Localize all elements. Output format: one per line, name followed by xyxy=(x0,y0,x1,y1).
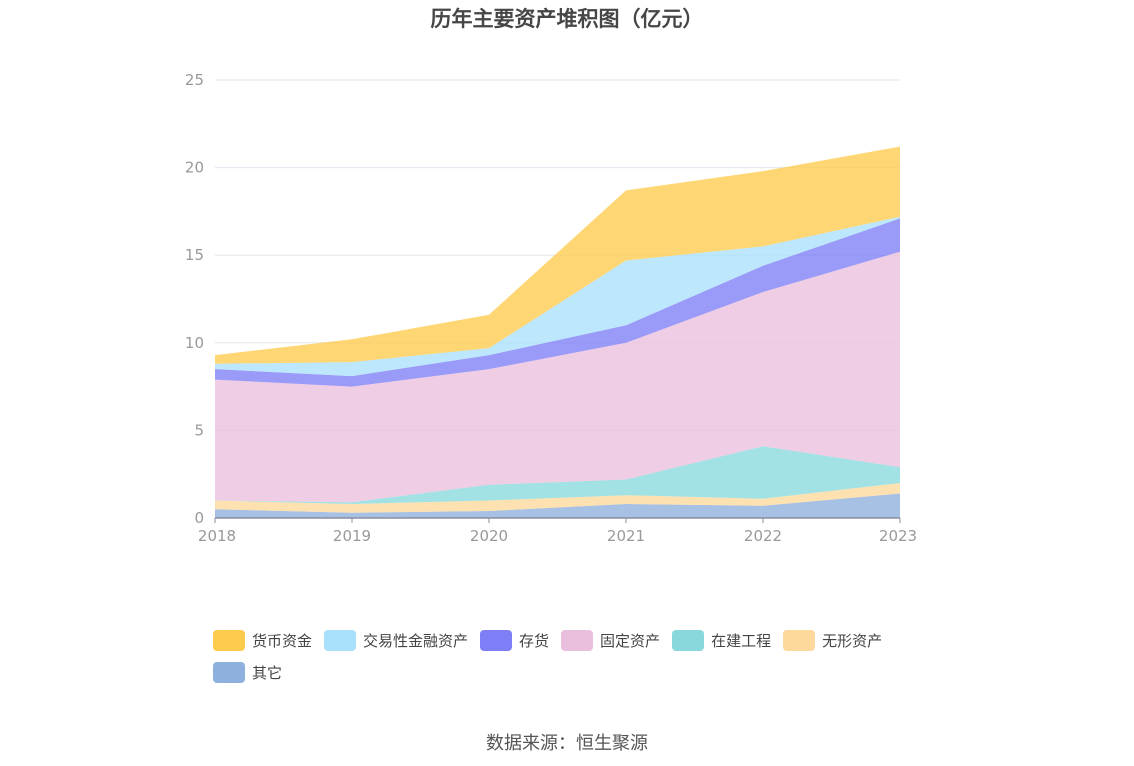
x-tick-label: 2020 xyxy=(470,527,508,545)
area-series-3[interactable] xyxy=(215,251,900,503)
legend-label: 固定资产 xyxy=(600,632,661,650)
x-tick-label: 2023 xyxy=(879,527,917,545)
legend-item[interactable]: 存货 xyxy=(480,630,549,651)
y-tick-label: 20 xyxy=(185,159,204,177)
legend-swatch xyxy=(480,630,513,651)
legend-item[interactable]: 货币资金 xyxy=(213,630,312,651)
legend-label: 货币资金 xyxy=(252,632,313,650)
area-series xyxy=(215,146,900,519)
legend-item[interactable]: 交易性金融资产 xyxy=(324,630,468,651)
stacked-area-chart: 0 5 10 15 20 25 2018 2019 2020 2021 2022 2023 xyxy=(185,71,917,545)
legend-item[interactable]: 在建工程 xyxy=(672,630,771,651)
area-series-4[interactable] xyxy=(215,218,900,387)
legend-swatch xyxy=(672,630,705,651)
y-tick-label: 15 xyxy=(185,246,204,264)
legend-swatch xyxy=(561,630,594,651)
legend-label: 无形资产 xyxy=(822,632,883,650)
legend-item[interactable]: 固定资产 xyxy=(561,630,660,651)
legend-item[interactable]: 其它 xyxy=(213,662,282,683)
legend-swatch xyxy=(324,630,357,651)
legend-swatch xyxy=(213,630,245,651)
legend-label: 在建工程 xyxy=(711,632,772,650)
x-tick-label: 2019 xyxy=(333,527,371,545)
y-tick-label: 0 xyxy=(194,509,204,527)
legend-label: 其它 xyxy=(252,664,283,682)
area-series-6[interactable] xyxy=(215,146,900,364)
data-source-note: 数据来源：恒生聚源 xyxy=(486,733,648,754)
y-tick-label: 25 xyxy=(185,71,204,89)
legend-label: 交易性金融资产 xyxy=(363,632,469,650)
legend-swatch xyxy=(213,662,245,683)
legend-label: 存货 xyxy=(519,632,550,650)
legend-swatch xyxy=(783,630,816,651)
chart-title: 历年主要资产堆积图（亿元） xyxy=(430,7,704,31)
area-series-5[interactable] xyxy=(215,216,900,377)
x-tick-label: 2018 xyxy=(198,527,236,545)
area-series-0[interactable] xyxy=(215,493,900,519)
x-tick-label: 2021 xyxy=(607,527,645,545)
axes: 0 5 10 15 20 25 2018 2019 2020 2021 2022 2023 xyxy=(185,71,917,545)
area-series-2[interactable] xyxy=(215,446,900,504)
x-tick-label: 2022 xyxy=(744,527,782,545)
y-tick-label: 10 xyxy=(185,334,204,352)
y-tick-label: 5 xyxy=(194,421,204,439)
legend-item[interactable]: 无形资产 xyxy=(783,630,882,651)
legend: 货币资金 交易性金融资产 存货 固定资产 在建工程 无形资产其它 xyxy=(213,630,943,683)
